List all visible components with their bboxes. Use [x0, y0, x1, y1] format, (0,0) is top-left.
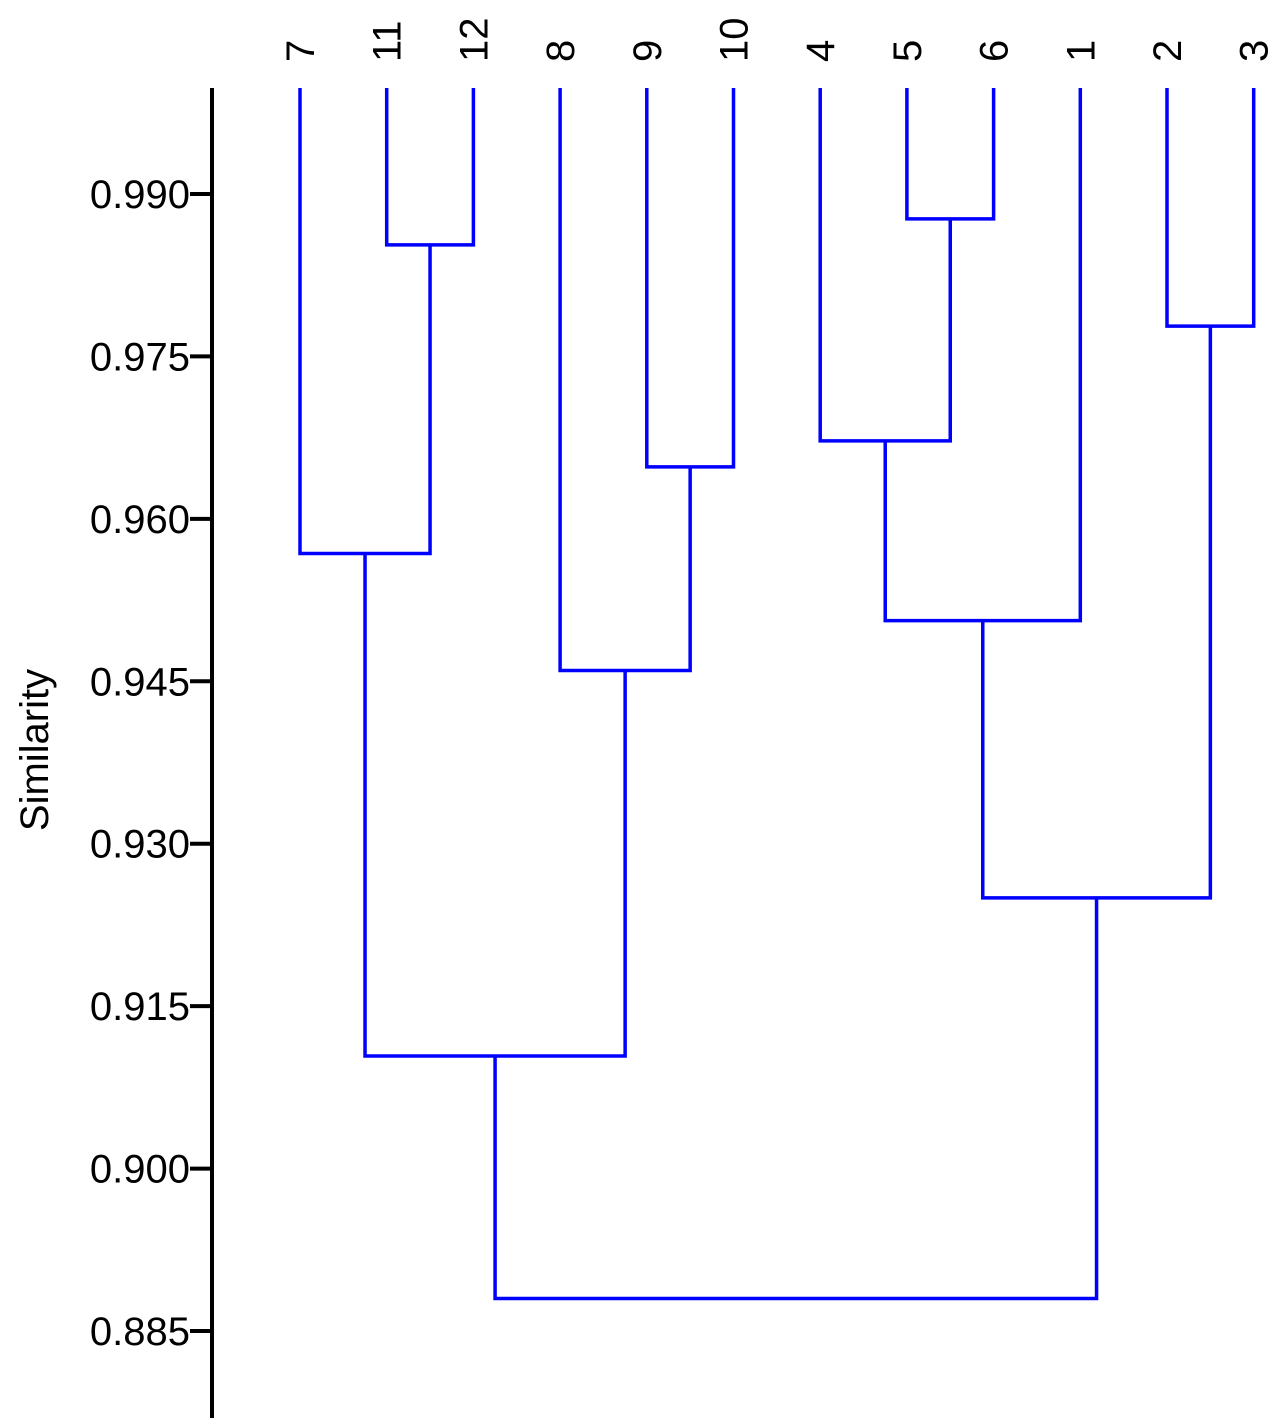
y-tick-label: 0.900: [90, 1148, 190, 1192]
leaf-label: 8: [539, 40, 583, 62]
leaf-label: 9: [626, 40, 670, 62]
y-tick-label: 0.975: [90, 335, 190, 379]
dendrogram-link: [298, 88, 432, 556]
dendrogram-link: [883, 88, 1083, 623]
y-tick-label: 0.930: [90, 823, 190, 867]
leaf-label: 4: [799, 40, 843, 62]
leaf-labels: 711128910456123: [279, 18, 1268, 63]
dendrogram-link: [363, 553, 627, 1058]
y-tick-label: 0.945: [90, 660, 190, 704]
leaf-label: 2: [1146, 40, 1190, 62]
dendrogram-link: [981, 326, 1213, 900]
leaf-label: 6: [973, 40, 1017, 62]
dendrogram-link: [558, 88, 692, 673]
y-axis-label: Similarity: [13, 669, 57, 831]
leaf-label: 12: [452, 18, 496, 63]
dendrogram-link: [905, 88, 996, 221]
y-tick-label: 0.885: [90, 1310, 190, 1354]
dendrogram-link: [493, 897, 1099, 1301]
leaf-label: 3: [1233, 40, 1268, 62]
leaf-label: 5: [886, 40, 930, 62]
leaf-label: 11: [366, 20, 410, 62]
dendrogram-link: [818, 88, 952, 443]
dendrogram-link: [384, 88, 476, 247]
dendrogram-link: [1165, 88, 1256, 328]
leaf-label: 10: [713, 18, 757, 63]
dendrogram-link: [645, 88, 736, 469]
dendrogram-links: [298, 88, 1256, 1301]
leaf-label: 1: [1059, 40, 1103, 62]
y-tick-label: 0.915: [90, 985, 190, 1029]
leaf-label: 7: [279, 40, 323, 62]
y-tick-label: 0.990: [90, 173, 190, 217]
y-tick-label: 0.960: [90, 498, 190, 542]
y-axis: 0.885 0.900 0.915 0.930 0.945 0.960 0.975 0.990: [90, 88, 214, 1418]
